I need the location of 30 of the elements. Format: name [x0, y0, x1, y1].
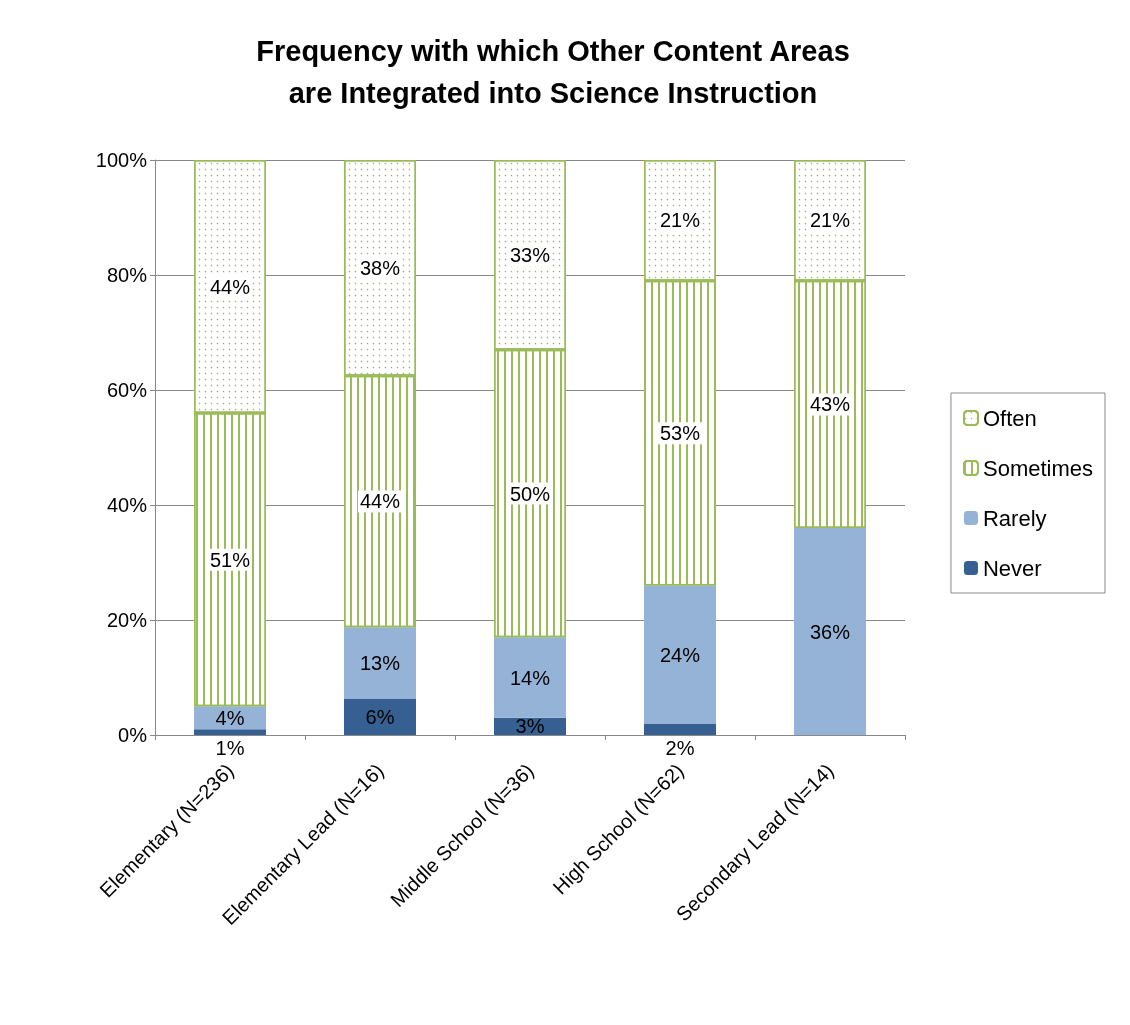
data-label: 3% [515, 715, 545, 738]
data-label: 14% [509, 666, 551, 689]
data-label: 24% [659, 643, 701, 666]
legend-label: Never [982, 555, 1042, 581]
data-label: 13% [359, 652, 401, 675]
data-label: 44% [209, 275, 251, 298]
data-label: 53% [659, 422, 701, 445]
legend-label: Rarely [982, 505, 1047, 531]
data-label: 33% [509, 243, 551, 266]
data-label: 44% [359, 490, 401, 513]
y-tick-label: 40% [106, 494, 148, 516]
data-label: 2% [665, 737, 695, 759]
chart-title: Frequency with which Other Content Areas are Integrated into Science Instruction [256, 35, 850, 109]
y-tick-label: 80% [106, 264, 148, 286]
data-label: 43% [809, 393, 851, 416]
data-label: 1% [215, 737, 245, 759]
data-label: 21% [659, 209, 701, 232]
data-label: 51% [209, 548, 251, 571]
y-tick-label: 20% [106, 609, 148, 631]
data-label: 4% [215, 706, 245, 729]
data-label: 21% [809, 209, 851, 232]
y-tick-label: 100% [95, 149, 148, 171]
legend-label: Often [982, 405, 1037, 431]
legend-label: Sometimes [982, 455, 1094, 481]
y-tick-label: 60% [106, 379, 148, 401]
data-label: 6% [365, 706, 395, 729]
data-label: 36% [809, 620, 851, 643]
data-label: 50% [509, 482, 551, 505]
data-label: 38% [359, 256, 401, 279]
y-tick-label: 0% [118, 724, 148, 746]
